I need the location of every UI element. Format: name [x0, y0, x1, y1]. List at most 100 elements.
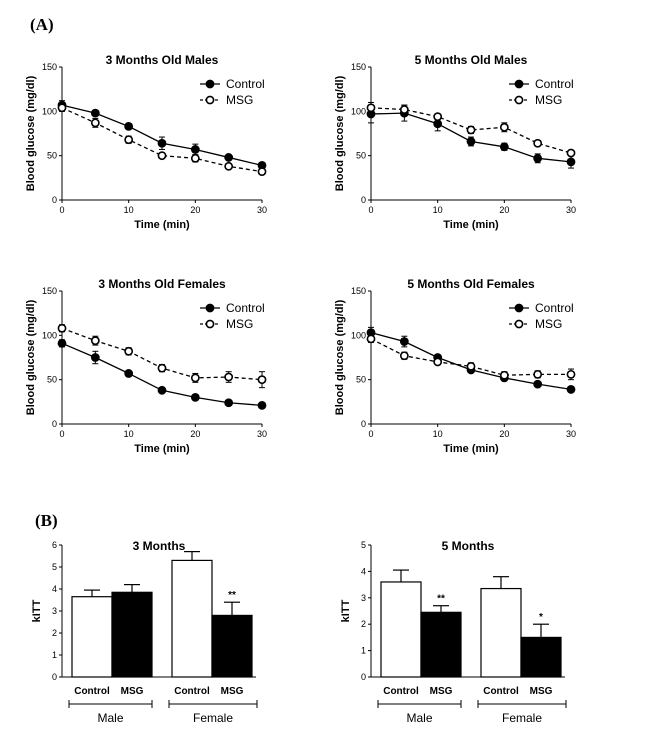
y-tick-label: 150 [351, 62, 366, 72]
data-point [57, 103, 67, 113]
y-tick-label: 150 [42, 286, 57, 296]
y-tick-label: 2 [52, 628, 57, 638]
y-tick-label: 100 [42, 330, 57, 340]
data-point [224, 161, 234, 171]
data-point [190, 373, 200, 383]
y-tick-label: 0 [361, 195, 366, 205]
category-label: MSG [221, 686, 244, 697]
data-point [499, 370, 509, 380]
data-point [533, 138, 543, 148]
data-point [566, 157, 576, 167]
data-point [499, 122, 509, 132]
data-point [124, 122, 134, 131]
bar [420, 611, 462, 678]
x-tick-label: 20 [190, 205, 200, 215]
legend-marker [514, 79, 524, 89]
x-tick-label: 10 [124, 429, 134, 439]
data-point [257, 375, 267, 385]
bar-panels: 3 Months 0 1 2 3 4 5 6 kITT Control MSG Control ** MS… [31, 539, 567, 725]
y-tick-label: 2 [361, 619, 366, 629]
y-tick-label: 150 [351, 286, 366, 296]
legend-marker [514, 319, 524, 329]
chart-title: 3 Months [133, 539, 186, 553]
y-axis-label: Blood glucose (mg/dl) [334, 299, 346, 415]
data-point [433, 112, 443, 122]
x-tick-label: 30 [566, 429, 576, 439]
category-label: MSG [530, 686, 553, 697]
legend-marker [205, 95, 215, 105]
legend-label: Control [535, 77, 574, 91]
data-point [399, 337, 409, 346]
legend-label: Control [226, 301, 265, 315]
data-point [124, 369, 134, 378]
group-label: Male [406, 711, 432, 725]
y-tick-label: 4 [361, 566, 366, 576]
data-point [399, 351, 409, 361]
category-label: MSG [430, 686, 453, 697]
data-point [190, 392, 200, 402]
x-axis-label: Time (min) [443, 443, 499, 455]
x-tick-label: 0 [368, 205, 373, 215]
data-point [90, 108, 100, 118]
line-chart-1: 3 Months Old Males 0 50 100 150 0 10 20 30 Time (… [25, 53, 267, 231]
bar [380, 581, 422, 678]
data-point [566, 369, 576, 379]
x-tick-label: 0 [368, 429, 373, 439]
y-tick-label: 100 [351, 330, 366, 340]
x-tick-label: 0 [59, 205, 64, 215]
data-point [499, 142, 509, 152]
significance-marker: * [539, 612, 543, 623]
data-point [57, 338, 67, 348]
bar [171, 559, 213, 678]
data-point [433, 357, 443, 367]
data-point [533, 153, 543, 163]
legend-marker [205, 319, 215, 329]
series-control [57, 100, 267, 170]
x-tick-label: 10 [433, 205, 443, 215]
group-label: Male [97, 711, 123, 725]
x-tick-label: 20 [499, 429, 509, 439]
legend-label: MSG [226, 93, 253, 107]
group-label: Female [193, 711, 233, 725]
data-point [190, 145, 200, 154]
bar [520, 636, 562, 678]
series-control [366, 104, 576, 169]
data-point [399, 105, 409, 114]
y-tick-label: 3 [52, 606, 57, 616]
x-axis-label: Time (min) [134, 219, 190, 231]
data-point [157, 151, 167, 161]
line-chart-3: 3 Months Old Females 0 50 100 150 0 10 20 30 Time… [25, 277, 267, 455]
x-tick-label: 20 [499, 205, 509, 215]
data-point [90, 336, 100, 346]
bar-chart-2: 5 Months 0 1 2 3 4 5 kITT Control ** MSG Control * MS… [340, 539, 567, 725]
y-tick-label: 0 [52, 195, 57, 205]
legend-label: MSG [535, 317, 562, 331]
data-point [466, 137, 476, 146]
legend-marker [205, 79, 215, 89]
chart-title: 5 Months Old Females [407, 277, 535, 291]
y-tick-label: 50 [47, 375, 57, 385]
legend-label: MSG [535, 93, 562, 107]
y-tick-label: 0 [361, 419, 366, 429]
data-point [466, 361, 476, 371]
data-point [257, 400, 267, 410]
x-tick-label: 0 [59, 429, 64, 439]
legend-label: MSG [226, 317, 253, 331]
y-axis-label: Blood glucose (mg/dl) [25, 299, 37, 415]
x-tick-label: 10 [124, 205, 134, 215]
x-axis-label: Time (min) [443, 219, 499, 231]
y-tick-label: 50 [356, 151, 366, 161]
data-point [90, 353, 100, 362]
data-point [257, 167, 267, 177]
data-point [433, 119, 443, 129]
series-msg [57, 103, 267, 177]
group-label: Female [502, 711, 542, 725]
y-tick-label: 3 [361, 593, 366, 603]
bar [111, 591, 153, 678]
data-point [466, 125, 476, 135]
y-tick-label: 0 [361, 672, 366, 682]
y-tick-label: 50 [47, 151, 57, 161]
y-axis-label: Blood glucose (mg/dl) [25, 75, 37, 191]
data-point [224, 398, 234, 408]
bar [71, 596, 113, 678]
